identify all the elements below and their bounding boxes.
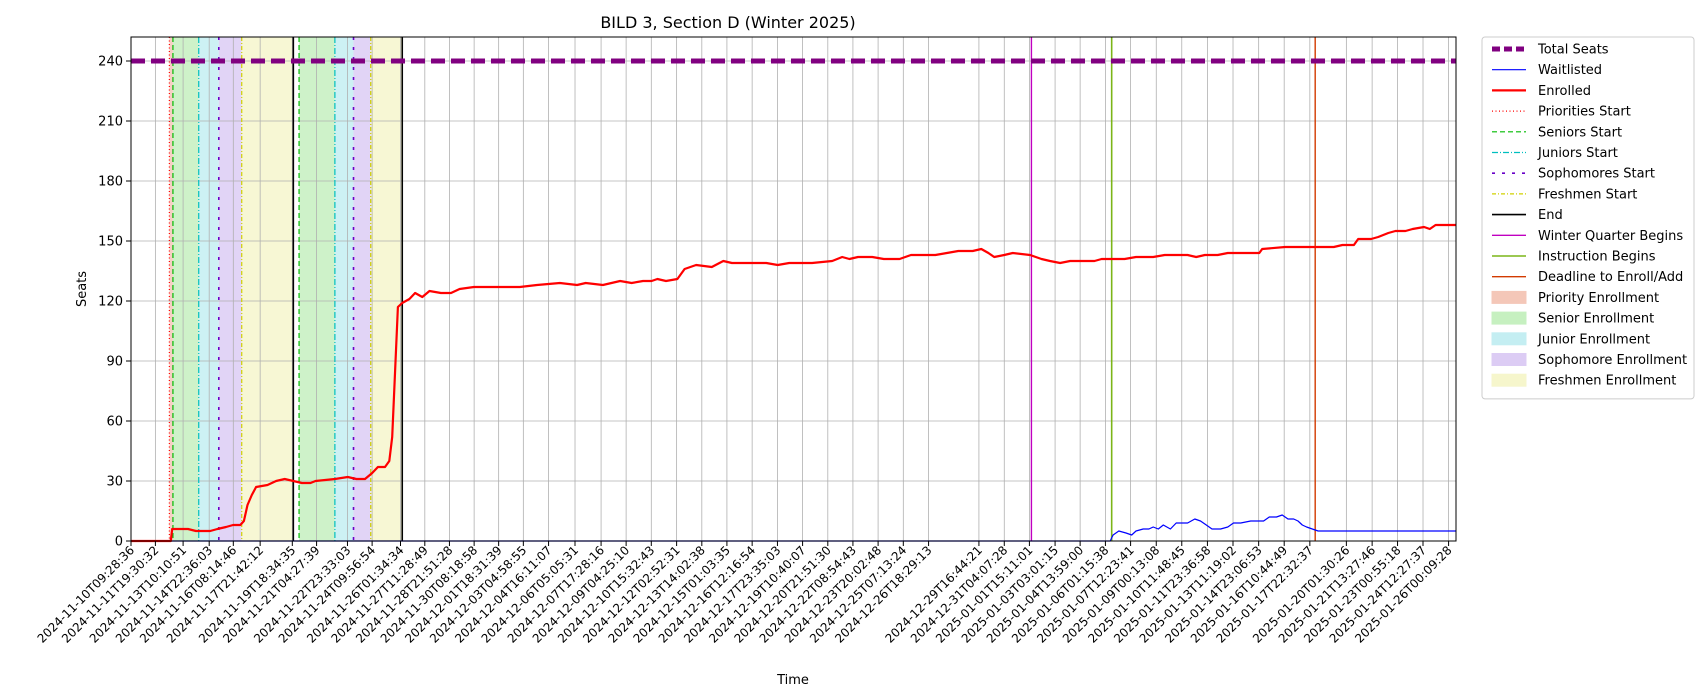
- legend-label-7: Freshmen Start: [1538, 187, 1637, 202]
- y-tick-label-1: 30: [106, 475, 123, 490]
- enrollment-windows: [169, 37, 403, 541]
- legend-swatch-16: [1491, 373, 1527, 387]
- legend-label-5: Juniors Start: [1537, 146, 1618, 161]
- legend: Total Seats Waitlisted Enrolled Priorities …: [1481, 36, 1695, 400]
- legend-label-4: Seniors Start: [1538, 125, 1622, 140]
- legend-box: [1481, 36, 1695, 400]
- data-series: [131, 58, 1456, 543]
- legend-swatch-15: [1491, 353, 1527, 366]
- y-tick-label-2: 60: [106, 415, 123, 430]
- legend-label-3: Priorities Start: [1538, 105, 1631, 120]
- enrollment-window-1: [172, 37, 199, 541]
- grid-lines: [130, 37, 1456, 542]
- legend-swatch-12: [1491, 290, 1527, 304]
- y-tick-label-8: 240: [98, 55, 123, 70]
- y-tick-label-7: 210: [98, 115, 123, 130]
- legend-label-14: Junior Enrollment: [1537, 332, 1650, 347]
- x-axis-ticks: 2024-11-10T09:28:362024-11-11T19:30:3220…: [35, 541, 1455, 646]
- enrollment-window-0: [169, 37, 173, 541]
- event-lines: [168, 37, 1316, 541]
- enrollment-window-4: [241, 37, 294, 541]
- plot-frame: [130, 36, 1457, 542]
- series-enrolled: [131, 223, 1456, 543]
- legend-label-6: Sophomores Start: [1538, 167, 1655, 182]
- enrollment-window-6: [334, 37, 354, 541]
- legend-swatch-14: [1491, 332, 1527, 346]
- series-waitlisted: [131, 514, 1456, 542]
- y-tick-label-4: 120: [98, 295, 123, 310]
- y-axis-ticks: 0 30 60 90 120 150 180 210 240: [98, 55, 131, 550]
- legend-swatch-13: [1491, 311, 1527, 325]
- y-tick-label-5: 150: [98, 235, 123, 250]
- legend-label-2: Enrolled: [1538, 84, 1591, 99]
- legend-label-0: Total Seats: [1537, 43, 1609, 58]
- legend-label-11: Deadline to Enroll/Add: [1538, 270, 1683, 285]
- legend-label-9: Winter Quarter Begins: [1538, 229, 1683, 244]
- legend-label-15: Sophomore Enrollment: [1538, 353, 1687, 368]
- legend-label-8: End: [1538, 208, 1563, 223]
- y-axis-label: Seats: [75, 271, 90, 307]
- legend-label-12: Priority Enrollment: [1538, 291, 1659, 306]
- enrollment-window-7: [353, 37, 371, 541]
- legend-label-10: Instruction Begins: [1538, 250, 1656, 265]
- legend-label-13: Senior Enrollment: [1538, 312, 1654, 327]
- y-tick-label-3: 90: [106, 355, 123, 370]
- enrollment-window-2: [198, 37, 219, 541]
- x-axis-label: Time: [776, 673, 809, 688]
- chart-title: BILD 3, Section D (Winter 2025): [600, 13, 855, 32]
- y-tick-label-6: 180: [98, 175, 123, 190]
- legend-label-1: Waitlisted: [1538, 63, 1602, 78]
- y-tick-label-0: 0: [115, 535, 123, 550]
- enrollment-window-3: [218, 37, 242, 541]
- legend-label-16: Freshmen Enrollment: [1538, 374, 1676, 389]
